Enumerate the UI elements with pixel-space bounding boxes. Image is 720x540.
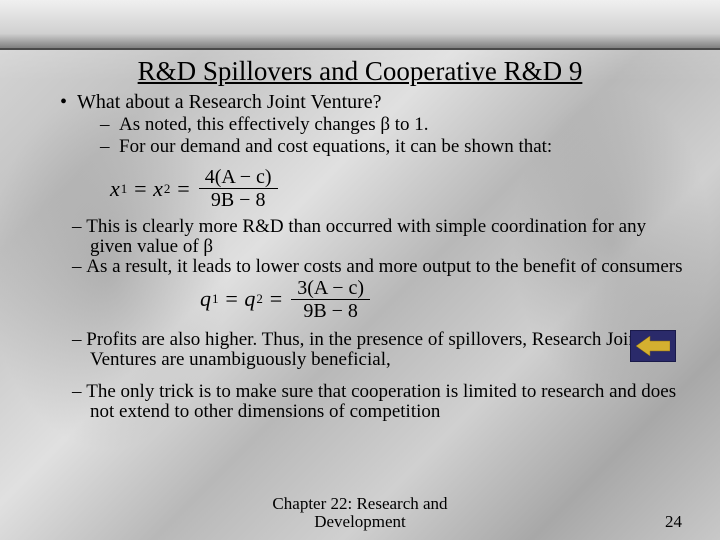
bullet-text: As a result, it leads to lower costs and… <box>86 256 682 277</box>
slide-content: • What about a Research Joint Venture? –… <box>0 87 720 422</box>
bullet-text: What about a Research Joint Venture? <box>77 91 382 113</box>
fraction: 4(A − c) 9B − 8 <box>199 166 278 211</box>
numerator: 3(A − c) <box>291 277 370 300</box>
bullet-level2: – For our demand and cost equations, it … <box>100 136 690 158</box>
bullet-level1: • What about a Research Joint Venture? <box>60 91 690 114</box>
denominator: 9B − 8 <box>205 189 272 211</box>
numerator: 4(A − c) <box>199 166 278 189</box>
footer-text: Chapter 22: Research and <box>272 495 447 514</box>
bullet-text: This is clearly more R&D than occurred w… <box>86 216 646 257</box>
equation-1: x1 = x2 = 4(A − c) 9B − 8 <box>110 166 690 211</box>
top-bar <box>0 0 720 50</box>
page-number: 24 <box>665 512 682 532</box>
bullet-level2: – As a result, it leads to lower costs a… <box>72 257 690 277</box>
equation-2: q1 = q2 = 3(A − c) 9B − 8 <box>200 277 690 322</box>
bullet-text: For our demand and cost equations, it ca… <box>119 136 552 157</box>
back-button[interactable] <box>630 330 676 362</box>
back-arrow-icon <box>636 336 670 356</box>
bullet-level2: – As noted, this effectively changes β t… <box>100 114 690 136</box>
eq-sub: 1 <box>121 181 128 197</box>
slide-footer: Chapter 22: Research and Development 24 <box>0 512 720 532</box>
fraction: 3(A − c) 9B − 8 <box>291 277 370 322</box>
slide-title: R&D Spillovers and Cooperative R&D 9 <box>0 56 720 87</box>
bullet-level2: – Profits are also higher. Thus, in the … <box>72 330 690 370</box>
eq-sub: 2 <box>256 291 263 307</box>
slide: R&D Spillovers and Cooperative R&D 9 • W… <box>0 0 720 540</box>
denominator: 9B − 8 <box>297 300 364 322</box>
eq-var: q <box>200 286 211 312</box>
eq-var: x <box>153 176 163 202</box>
eq-var: x <box>110 176 120 202</box>
eq-sub: 2 <box>164 181 171 197</box>
bullet-text: As noted, this effectively changes β to … <box>119 114 429 135</box>
eq-var: q <box>244 286 255 312</box>
footer-text: Development <box>272 513 447 532</box>
footer-center: Chapter 22: Research and Development <box>272 495 447 532</box>
bullet-text: Profits are also higher. Thus, in the pr… <box>86 329 643 370</box>
eq-sub: 1 <box>212 291 219 307</box>
bullet-level2: – This is clearly more R&D than occurred… <box>72 217 690 257</box>
bullet-text: The only trick is to make sure that coop… <box>86 381 676 422</box>
bullet-level2: – The only trick is to make sure that co… <box>72 382 690 422</box>
